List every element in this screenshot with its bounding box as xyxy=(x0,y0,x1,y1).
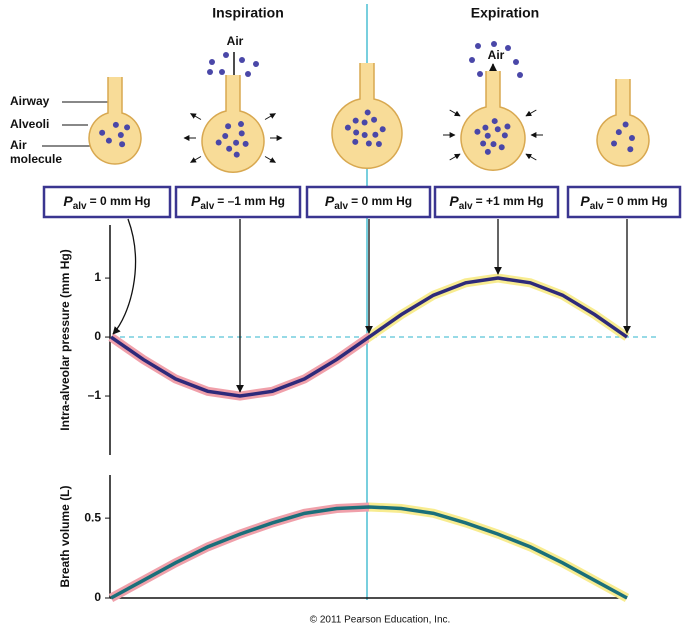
subscript: alv xyxy=(200,201,214,212)
y-tick-label: –1 xyxy=(88,388,102,402)
air-molecule xyxy=(365,109,371,115)
air-molecule xyxy=(366,140,372,146)
alveolus xyxy=(202,75,264,172)
subscript: alv xyxy=(590,201,604,212)
figure: Inspiration Expiration Airway Alveoli Ai… xyxy=(0,0,682,628)
air-molecule xyxy=(226,146,232,152)
air-molecule xyxy=(480,140,486,146)
air-molecule xyxy=(239,57,245,63)
air-molecule xyxy=(113,122,119,128)
air-molecule xyxy=(485,133,491,139)
alveolus xyxy=(597,79,649,166)
y-axis-label: Breath volume (L) xyxy=(58,485,72,587)
label: Alveoli xyxy=(10,117,49,131)
air-molecule xyxy=(233,140,239,146)
alveolus xyxy=(332,63,402,168)
air-molecule xyxy=(245,71,251,77)
subscript: alv xyxy=(334,201,348,212)
alveolus xyxy=(89,77,141,164)
air-molecule xyxy=(502,132,508,138)
air-molecule xyxy=(243,141,249,147)
air-molecule xyxy=(495,126,501,132)
force-arrow xyxy=(191,157,201,163)
air-molecule xyxy=(477,71,483,77)
value: = –1 mm Hg xyxy=(217,194,285,208)
air-molecule xyxy=(623,121,629,127)
label: Air molecule xyxy=(10,138,62,166)
air-molecule xyxy=(352,139,358,145)
force-arrow xyxy=(526,154,536,160)
pointer-arrow xyxy=(113,219,135,334)
air-molecule xyxy=(482,125,488,131)
air-label: Air xyxy=(488,48,505,62)
air-molecule xyxy=(119,141,125,147)
force-arrow xyxy=(265,114,275,120)
air-molecule xyxy=(239,130,245,136)
air-molecule xyxy=(629,135,635,141)
value: = +1 mm Hg xyxy=(476,194,544,208)
y-axis-label: Intra-alveolar pressure (mm Hg) xyxy=(58,249,72,430)
air-molecule xyxy=(219,69,225,75)
label-line: Air xyxy=(10,138,27,152)
y-tick-label: 0.5 xyxy=(84,510,101,524)
force-arrow xyxy=(526,110,536,116)
value: = 0 mm Hg xyxy=(90,194,151,208)
air-molecule xyxy=(485,149,491,155)
value: = 0 mm Hg xyxy=(607,194,668,208)
air-molecule xyxy=(353,129,359,135)
air-molecule xyxy=(616,129,622,135)
air-molecule xyxy=(474,129,480,135)
air-molecule xyxy=(627,146,633,152)
air-molecule xyxy=(353,118,359,124)
air-molecule xyxy=(372,132,378,138)
air-molecule xyxy=(469,57,475,63)
air-molecule xyxy=(216,140,222,146)
air-molecule xyxy=(207,69,213,75)
air-molecule xyxy=(475,43,481,49)
air-label: Air xyxy=(227,34,244,48)
air-molecule xyxy=(513,59,519,65)
air-molecule xyxy=(345,125,351,131)
air-molecule xyxy=(499,144,505,150)
air-molecule xyxy=(371,117,377,123)
air-molecule xyxy=(223,52,229,58)
air-molecule xyxy=(238,121,244,127)
air-molecule xyxy=(234,152,240,158)
label: Airway xyxy=(10,94,50,108)
air-molecule xyxy=(611,140,617,146)
air-molecule xyxy=(490,141,496,147)
value: = 0 mm Hg xyxy=(351,194,412,208)
air-molecule xyxy=(362,120,368,126)
force-arrow xyxy=(265,157,275,163)
air-molecule xyxy=(505,45,511,51)
credit: © 2011 Pearson Education, Inc. xyxy=(310,615,451,626)
air-molecule xyxy=(492,118,498,124)
line-glow xyxy=(111,507,627,598)
air-molecule xyxy=(253,61,259,67)
air-molecule xyxy=(118,132,124,138)
subscript: alv xyxy=(73,201,87,212)
air-molecule xyxy=(99,130,105,136)
force-arrow xyxy=(191,114,201,120)
air-molecule xyxy=(209,59,215,65)
air-molecule xyxy=(362,132,368,138)
y-tick-label: 0 xyxy=(94,329,101,343)
air-molecule xyxy=(517,72,523,78)
air-molecule xyxy=(222,133,228,139)
phase-title: Expiration xyxy=(471,5,539,21)
force-arrow xyxy=(450,110,460,116)
air-molecule xyxy=(106,138,112,144)
y-tick-label: 1 xyxy=(94,270,101,284)
label-line: molecule xyxy=(10,152,62,166)
phase-title: Inspiration xyxy=(212,5,284,21)
force-arrow xyxy=(450,154,460,160)
air-molecule xyxy=(504,123,510,129)
air-molecule xyxy=(380,126,386,132)
air-molecule xyxy=(376,141,382,147)
air-molecule xyxy=(124,124,130,130)
air-molecule xyxy=(225,123,231,129)
subscript: alv xyxy=(459,201,473,212)
y-tick-label: 0 xyxy=(94,590,101,604)
air-molecule xyxy=(491,41,497,47)
